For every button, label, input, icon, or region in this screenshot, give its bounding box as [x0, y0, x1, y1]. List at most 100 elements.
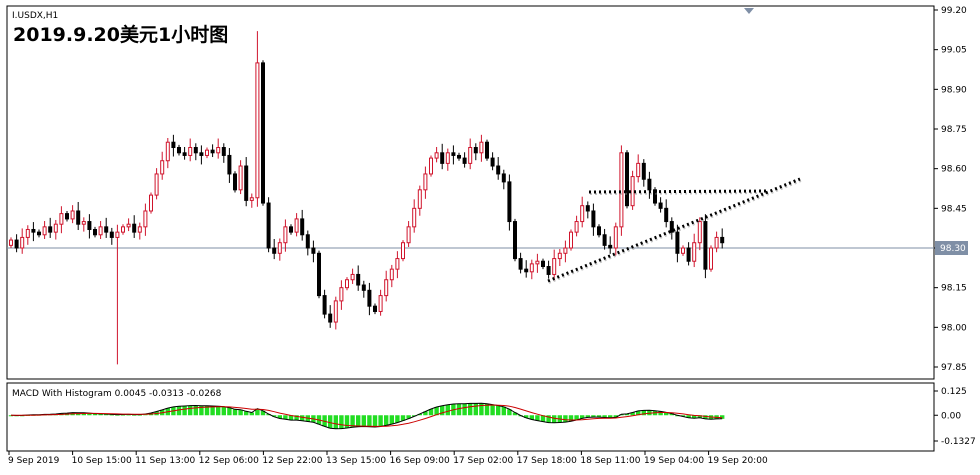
- macd-panel[interactable]: [6, 382, 935, 452]
- macd-histogram-bar: [176, 406, 182, 416]
- macd-histogram-bar: [568, 415, 574, 422]
- bull-candle: [529, 263, 534, 273]
- shift-marker-icon[interactable]: [744, 8, 754, 14]
- bull-candle: [149, 194, 153, 212]
- bear-candle: [272, 247, 277, 254]
- macd-histogram-bar: [624, 413, 630, 416]
- bull-candle: [389, 268, 394, 281]
- bull-candle: [333, 300, 338, 323]
- bear-candle: [602, 234, 607, 246]
- bull-candle: [479, 141, 484, 154]
- macd-histogram-bar: [479, 403, 484, 416]
- macd-histogram-bar: [630, 412, 635, 416]
- bear-candle: [305, 234, 310, 249]
- bear-candle: [440, 152, 445, 164]
- bear-candle: [328, 313, 333, 323]
- time-tick-label: 13 Sep 15:00: [326, 456, 386, 466]
- macd-histogram-bar: [288, 415, 294, 421]
- bull-candle: [9, 239, 13, 246]
- bear-candle: [703, 221, 708, 270]
- bull-candle: [205, 149, 209, 156]
- bull-candle: [417, 189, 422, 209]
- time-tick-label: 12 Sep 06:00: [199, 456, 259, 466]
- price-tick-label: 99.20: [941, 6, 967, 16]
- macd-histogram-bar: [126, 414, 131, 416]
- bull-candle: [423, 173, 428, 191]
- bear-candle: [356, 273, 361, 286]
- time-tick-label: 17 Sep 02:00: [453, 456, 513, 466]
- time-axis: 9 Sep 2019 10 Sep 15:00 11 Sep 13:00 12 Sep…: [8, 451, 768, 466]
- macd-histogram-bar: [512, 412, 518, 416]
- bull-candle: [143, 210, 148, 228]
- macd-histogram-bar: [283, 415, 288, 420]
- bull-candle: [255, 62, 260, 199]
- bull-candle: [692, 242, 697, 262]
- macd-histogram-bar: [378, 415, 383, 427]
- macd-histogram-bar: [104, 414, 109, 416]
- bull-candle: [574, 221, 579, 233]
- macd-histogram-bar: [210, 406, 215, 416]
- bull-candle: [557, 252, 562, 260]
- bull-candle: [445, 152, 450, 164]
- bear-candle: [597, 226, 601, 236]
- macd-histogram-bar: [496, 405, 501, 416]
- macd-histogram-bar: [232, 409, 238, 416]
- price-tick-label: 98.90: [941, 85, 967, 95]
- bull-candle: [401, 242, 405, 260]
- macd-histogram-bar: [546, 415, 551, 423]
- bull-candle: [619, 152, 624, 228]
- bull-candle: [434, 152, 439, 159]
- price-tick-label: 98.75: [941, 125, 967, 135]
- macd-histogram-bar: [602, 415, 607, 418]
- macd-histogram-bar: [473, 403, 478, 416]
- price-tick-label: 99.05: [941, 46, 967, 56]
- time-tick-label: 17 Sep 18:00: [517, 456, 577, 466]
- bull-candle: [25, 228, 30, 238]
- macd-histogram-bar: [115, 414, 120, 416]
- macd-histogram-bar: [428, 409, 434, 416]
- bull-candle: [188, 147, 193, 156]
- macd-histogram-bar: [216, 406, 221, 416]
- macd-histogram-bar: [339, 415, 344, 429]
- bear-candle: [65, 213, 69, 220]
- price-panel[interactable]: [6, 5, 935, 380]
- macd-histogram-bar: [120, 414, 126, 416]
- bear-candle: [658, 202, 663, 209]
- macd-histogram-bar: [535, 415, 540, 421]
- bull-candle: [137, 226, 142, 233]
- bear-candle: [87, 221, 92, 230]
- bear-candle: [513, 221, 517, 260]
- macd-histogram-bar: [255, 408, 260, 416]
- macd-histogram-bar: [596, 415, 602, 418]
- bear-candle: [289, 226, 293, 233]
- bear-candle: [244, 165, 249, 201]
- time-tick-label: 16 Sep 09:00: [390, 456, 450, 466]
- macd-histogram-bar: [434, 406, 439, 416]
- bear-candle: [261, 62, 265, 204]
- bear-candle: [37, 231, 41, 236]
- macd-histogram-bar: [98, 413, 103, 416]
- macd-histogram-bar: [580, 415, 585, 419]
- macd-axis: 0.125 0.00 -0.1327: [934, 387, 976, 447]
- bull-candle: [339, 287, 344, 302]
- macd-histogram-bar: [182, 405, 187, 416]
- macd-histogram-bar: [199, 405, 204, 416]
- bear-candle: [322, 295, 327, 315]
- macd-histogram-bar: [272, 415, 277, 417]
- signal-line: [11, 404, 723, 427]
- macd-histogram-bar: [238, 409, 243, 416]
- macd-histogram-bar: [92, 413, 98, 416]
- price-tick-label: 97.85: [941, 363, 967, 373]
- bear-candle: [664, 207, 669, 223]
- bear-candle: [457, 154, 461, 159]
- bear-candle: [591, 210, 596, 228]
- bear-candle: [76, 210, 81, 225]
- trendlines: [547, 177, 802, 284]
- macd-histogram-bar: [658, 411, 663, 416]
- bear-candle: [507, 181, 512, 223]
- macd-histogram-bar: [266, 414, 271, 416]
- bear-candle: [585, 205, 590, 212]
- bear-candle: [518, 258, 523, 270]
- price-tick-label: 98.45: [941, 204, 967, 214]
